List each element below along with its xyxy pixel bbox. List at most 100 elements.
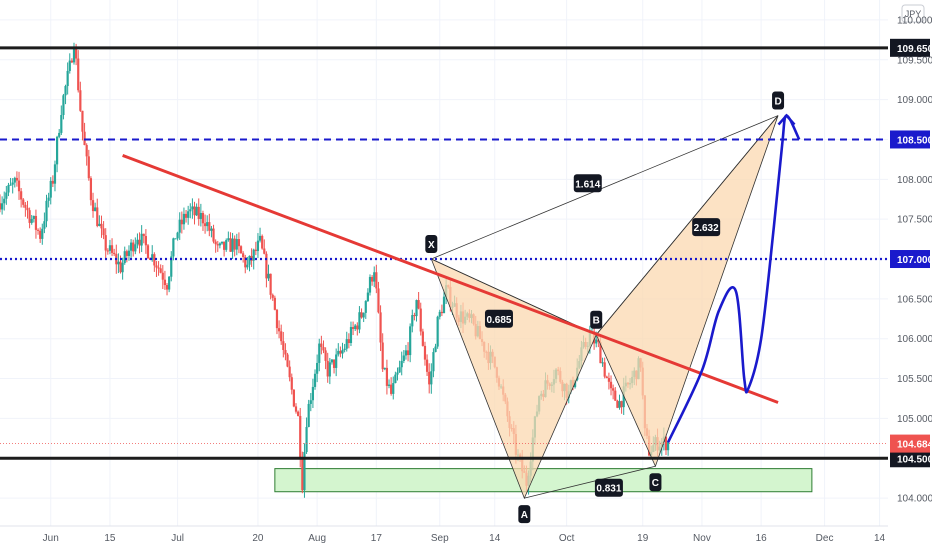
point-badge-A <box>518 505 531 524</box>
candle-body <box>81 110 84 132</box>
candle-body <box>440 311 443 314</box>
candle-body <box>404 350 408 356</box>
candle-body <box>87 156 90 179</box>
candle-body <box>144 236 147 246</box>
candle-body <box>142 233 145 237</box>
candle-body <box>303 452 306 491</box>
candle-body <box>438 311 441 317</box>
candle-body <box>297 411 300 416</box>
candle-body <box>313 373 317 387</box>
candle-body <box>246 264 249 268</box>
candle-body <box>290 377 293 390</box>
candle-body <box>34 215 38 230</box>
candle-body <box>159 268 162 273</box>
candle-body <box>79 90 82 111</box>
candle-body <box>258 235 262 241</box>
candle-body <box>618 401 621 408</box>
candle-body <box>108 245 112 251</box>
time-tick-label: Dec <box>816 533 834 544</box>
candle-body <box>187 211 190 218</box>
candle-body <box>413 315 416 317</box>
candle-body <box>94 207 97 212</box>
candle-body <box>168 276 171 290</box>
candle-body <box>373 272 376 282</box>
price-axis-background <box>888 0 932 550</box>
candle-body <box>237 239 241 247</box>
candle-body <box>208 222 211 231</box>
candle-body <box>83 131 86 146</box>
candle-body <box>595 339 598 344</box>
candle-body <box>288 366 291 378</box>
currency-label: JPY <box>905 9 922 19</box>
candle-body <box>400 360 403 368</box>
candle-body <box>597 339 600 342</box>
candle-body <box>178 219 181 233</box>
candle-body <box>318 343 321 363</box>
price-axis[interactable]: JPY 104.000 105.000 105.500 106.000 106.500 10… <box>888 0 932 550</box>
level-tag-label-107.000: 107.000 <box>897 255 932 266</box>
price-tick-label: 109.000 <box>897 95 932 106</box>
candle-body <box>203 223 207 227</box>
candle-body <box>307 403 310 427</box>
candle-body <box>316 362 319 374</box>
candle-body <box>161 272 164 280</box>
candle-body <box>284 350 287 355</box>
candle-body <box>406 350 410 356</box>
trendline <box>122 154 779 404</box>
time-tick-label: 14 <box>874 533 886 544</box>
time-axis[interactable]: Jun 15 Jul 20 Aug 17 Sep 14 Oct 19 Nov 16 Dec 14 <box>0 525 888 544</box>
candle-body <box>13 177 16 183</box>
candle-body <box>601 362 604 364</box>
candle-body <box>411 315 414 327</box>
harmonic-pattern <box>430 115 779 500</box>
projection-arrowhead <box>777 113 796 126</box>
candle-body <box>299 415 302 460</box>
candle-body <box>85 145 88 157</box>
candle-body <box>309 400 312 404</box>
candle-body <box>77 58 80 91</box>
candle-body <box>328 362 331 377</box>
level-tag-108.500 <box>890 130 930 149</box>
candle-body <box>157 267 160 269</box>
candle-body <box>239 246 243 254</box>
candle-body <box>26 207 29 211</box>
time-tick-label: 14 <box>489 533 501 544</box>
candle-body <box>9 184 12 186</box>
candle-body <box>125 251 128 256</box>
candle-body <box>129 242 133 251</box>
price-tick-label: 109.500 <box>897 55 932 66</box>
ratio-badge-0.831 <box>594 478 623 497</box>
level-tag-109.650 <box>890 38 930 57</box>
candle-body <box>165 285 169 290</box>
level-tag-104.500 <box>890 449 930 468</box>
candle-body <box>229 238 232 252</box>
candle-body <box>96 207 99 226</box>
candle-body <box>368 276 372 293</box>
candle-body <box>396 372 399 375</box>
candle-body <box>104 235 107 251</box>
candle-body <box>28 210 31 223</box>
candle-body <box>180 219 183 225</box>
price-tick-label: 106.500 <box>897 294 932 305</box>
candle-body <box>607 378 611 382</box>
candle-body <box>72 48 76 63</box>
candle-body <box>62 95 65 115</box>
candle-body <box>667 441 670 451</box>
currency-badge <box>901 4 925 23</box>
candle-body <box>68 60 71 71</box>
candle-body <box>620 401 623 408</box>
point-label-B: B <box>593 316 600 327</box>
candle-body <box>612 388 615 391</box>
time-tick-label: 15 <box>104 533 116 544</box>
candle-body <box>136 239 139 245</box>
candle-body <box>146 245 150 259</box>
candle-body <box>267 273 270 279</box>
candle-body <box>170 256 173 277</box>
candle-body <box>0 203 2 210</box>
candle-body <box>354 325 357 329</box>
candle-body <box>24 204 27 208</box>
candle-body <box>379 312 382 343</box>
pattern-bd-line <box>595 115 779 335</box>
point-badge-C <box>649 473 662 492</box>
